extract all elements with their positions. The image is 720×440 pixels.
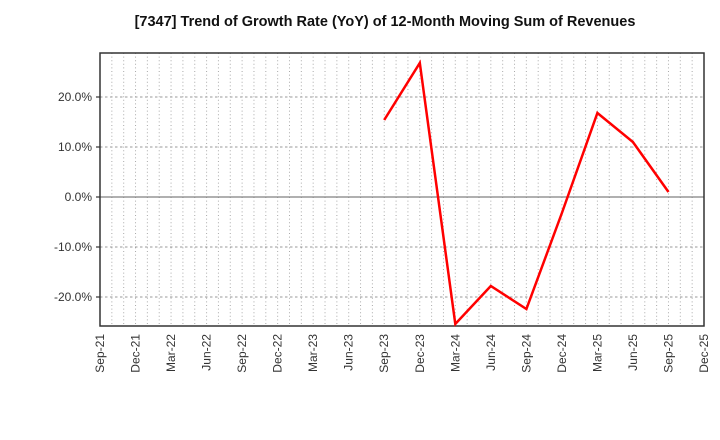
x-tick-label: Sep-23 (377, 334, 391, 373)
x-tick-label: Dec-21 (129, 334, 143, 373)
x-tick-label: Mar-22 (164, 334, 178, 372)
y-tick-label: 20.0% (58, 90, 92, 104)
x-tick-label: Mar-23 (306, 334, 320, 372)
x-tick-label: Sep-25 (661, 334, 675, 373)
x-tick-label: Sep-22 (235, 334, 249, 373)
x-tick-label: Mar-24 (448, 334, 462, 372)
x-tick-label: Sep-24 (519, 334, 533, 373)
x-tick-label: Jun-25 (626, 334, 640, 371)
x-tick-label: Mar-25 (590, 334, 604, 372)
y-tick-label: -10.0% (54, 240, 92, 254)
y-tick-label: 0.0% (65, 190, 93, 204)
x-tick-label: Jun-23 (342, 334, 356, 371)
x-tick-label: Dec-23 (413, 334, 427, 373)
y-tick-label: -20.0% (54, 290, 92, 304)
x-tick-label: Dec-22 (271, 334, 285, 373)
x-tick-label: Jun-22 (200, 334, 214, 371)
x-tick-label: Dec-25 (697, 334, 711, 373)
x-tick-label: Jun-24 (484, 334, 498, 371)
plot-frame (99, 52, 705, 327)
x-tick-label: Sep-21 (93, 334, 107, 373)
y-tick-label: 10.0% (58, 140, 92, 154)
growth-rate-line (383, 59, 670, 327)
x-tick-label: Dec-24 (555, 334, 569, 373)
chart-title: [7347] Trend of Growth Rate (YoY) of 12-… (134, 14, 636, 30)
